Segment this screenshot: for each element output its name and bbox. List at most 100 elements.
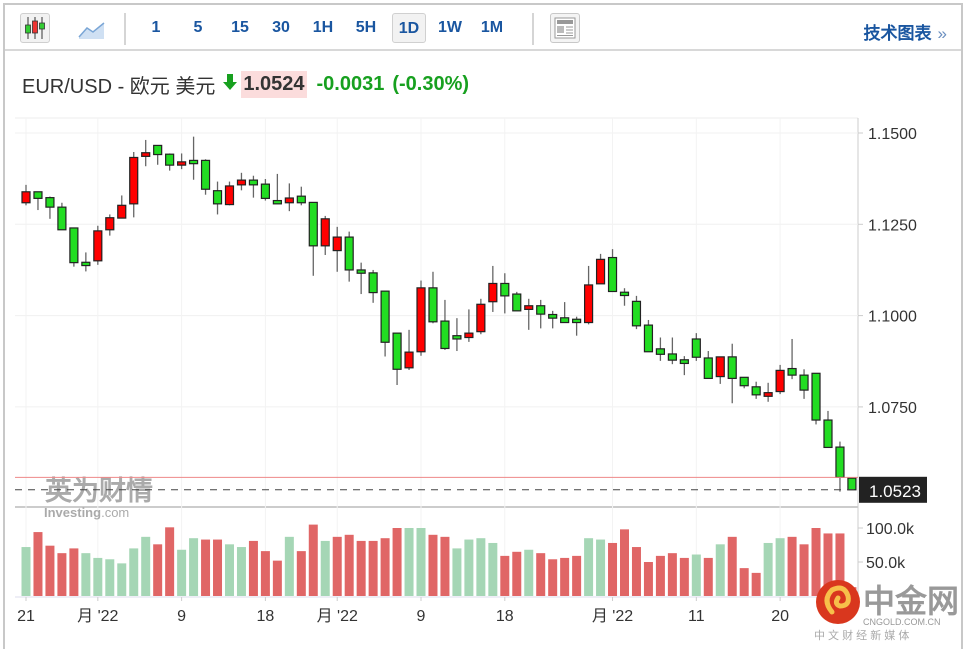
time-tick-label: 月 '22 [77, 608, 118, 625]
volume-tick-label: 50.0k [866, 555, 906, 572]
news-layout-icon[interactable] [550, 13, 580, 43]
volume-bar [703, 557, 713, 596]
candle-body [45, 197, 55, 208]
interval-5m[interactable]: 5 [193, 19, 203, 36]
candle-body [835, 446, 845, 478]
interval-1h[interactable]: 1H [312, 19, 334, 36]
volume-bar [835, 533, 845, 596]
watermark-cn: 英为财情 [45, 476, 153, 506]
candle-body [356, 269, 366, 274]
volume-bar [165, 527, 175, 596]
interval-1w[interactable]: 1W [438, 19, 462, 36]
volume-bar [153, 544, 163, 596]
interval-5h[interactable]: 5H [355, 19, 377, 36]
technical-chart-link[interactable]: 技术图表 » [864, 19, 947, 44]
quote-header: EUR/USD - 欧元 美元 1.0524 -0.0031 (-0.30%) [22, 70, 469, 99]
volume-bar [679, 557, 689, 596]
volume-bar [21, 547, 31, 596]
volume-bar [811, 528, 821, 596]
price-change-percent: (-0.30%) [392, 73, 470, 95]
volume-bar [524, 549, 534, 596]
candle-body [799, 374, 809, 391]
double-chevron-right-icon: » [937, 24, 947, 43]
volume-bar [141, 536, 151, 596]
volume-bar [117, 563, 127, 596]
candle-body [81, 261, 91, 267]
interval-1d[interactable]: 1D [392, 13, 426, 43]
volume-tick-label: 100.0k [866, 521, 915, 538]
candle-body [392, 332, 402, 370]
volume-bar [368, 540, 378, 596]
candle-body [224, 185, 235, 206]
volume-bar [620, 529, 629, 596]
volume-bar [823, 533, 833, 596]
volume-bar [272, 560, 282, 596]
volume-bar [69, 548, 79, 596]
technical-chart-label: 技术图表 [863, 24, 932, 43]
last-price-label: 1.0523 [869, 482, 921, 501]
volume-bar [739, 568, 749, 596]
volume-bar [655, 555, 665, 596]
volume-bar [81, 553, 91, 596]
candle-body [524, 305, 534, 310]
volume-bar [404, 528, 414, 596]
volume-bar [452, 548, 462, 596]
candle-body [440, 320, 450, 350]
candle-body [847, 477, 857, 491]
last-price-marker [859, 476, 927, 503]
volume-bar [715, 544, 725, 596]
volume-bar [213, 539, 223, 596]
candle-body [141, 152, 151, 157]
candle-body [739, 376, 749, 387]
volume-bar [308, 524, 318, 596]
volume-bar [787, 536, 797, 596]
candle-body [512, 293, 522, 312]
instrument-name: EUR/USD - 欧元 美元 [22, 76, 216, 98]
area-chart-icon[interactable] [77, 13, 107, 43]
candle-body [763, 392, 773, 397]
candle-body [308, 201, 318, 247]
interval-30m[interactable]: 30 [272, 19, 290, 36]
candle-body [368, 272, 378, 294]
volume-bar [177, 549, 187, 596]
candle-body [643, 324, 654, 353]
candle-body [105, 217, 115, 231]
candle-body [212, 190, 223, 205]
volume-bar [45, 545, 55, 596]
volume-bar [799, 544, 809, 596]
candle-body [320, 218, 330, 247]
widget-frame [3, 3, 963, 649]
candle-body [727, 356, 737, 380]
volume-bar [500, 555, 510, 596]
volume-bar [440, 536, 450, 596]
candle-body [631, 300, 642, 327]
volume-bar [560, 557, 570, 596]
toolbar-divider [124, 13, 126, 45]
candle-body [284, 197, 294, 204]
candle-body [787, 367, 797, 376]
volume-bar [356, 540, 366, 596]
volume-bar [189, 538, 199, 596]
chart-axes: 1.1500 1.1250 1.1000 1.0750 100.0k 50.0k 21 月 '… [15, 126, 927, 625]
candle-body [177, 161, 187, 166]
volume-bar [691, 554, 701, 596]
volume-bar [572, 555, 582, 596]
volume-bar [727, 536, 737, 596]
volume-bar [476, 538, 486, 596]
cngold-name: 中金网 [863, 583, 959, 619]
candle-body [715, 356, 725, 378]
interval-1m[interactable]: 1 [151, 19, 161, 36]
candlestick-icon[interactable] [20, 13, 50, 43]
candle-body [165, 153, 175, 166]
interval-15m[interactable]: 15 [231, 19, 249, 36]
candle-body [500, 282, 510, 297]
interval-1mo[interactable]: 1M [480, 19, 504, 36]
candle-body [607, 256, 618, 293]
candle-body [260, 183, 270, 199]
time-tick-label: 18 [257, 608, 275, 625]
volume-bar [488, 542, 498, 596]
cngold-domain: CNGOLD.COM.CN [863, 617, 941, 627]
volume-bar [296, 551, 306, 596]
volume-bar [464, 539, 474, 596]
